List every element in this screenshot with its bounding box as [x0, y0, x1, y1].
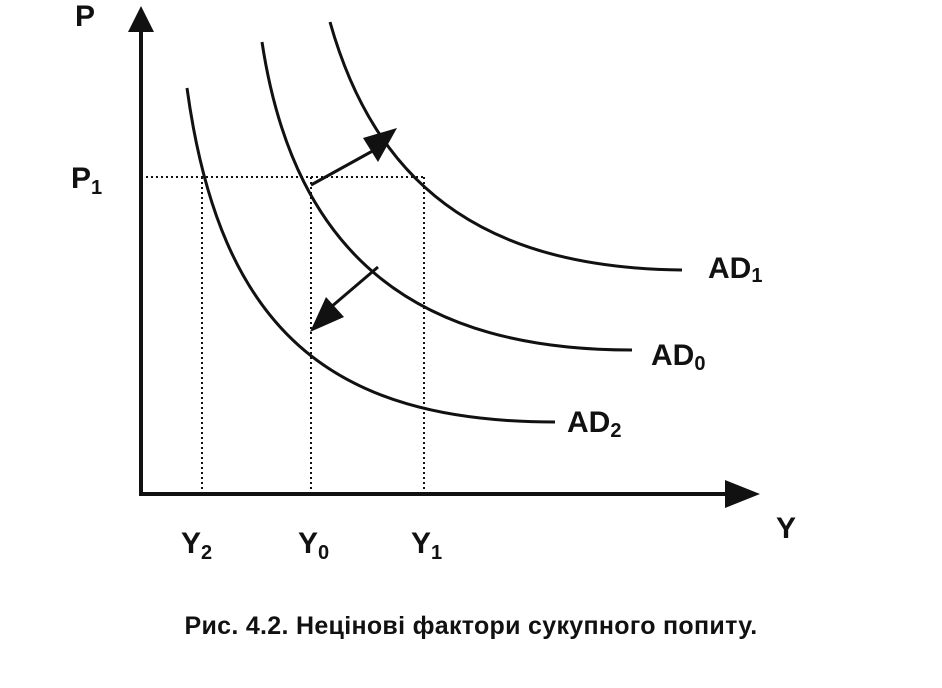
ad1-label: AD1: [708, 252, 762, 287]
y0-label: Y0: [298, 527, 329, 564]
ad2-curve: [185, 87, 556, 424]
y-axis-arrow: [128, 6, 154, 32]
shift-left-arrowhead: [310, 297, 344, 332]
shift-right-arrow-line: [310, 146, 379, 187]
x-axis-arrow: [725, 480, 760, 508]
p1-label: P1: [71, 162, 102, 199]
ad0-label: AD0: [651, 339, 705, 375]
ad0-curve: [260, 41, 633, 352]
y1-label: Y1: [411, 527, 442, 564]
x-axis-label: Y: [776, 512, 796, 545]
y-axis-label: P: [75, 0, 95, 33]
shift-right-arrowhead: [363, 128, 397, 162]
ad1-curve: [328, 21, 683, 272]
ad2-label: AD2: [567, 406, 621, 442]
aggregate-demand-diagram: P Y P1 Y2 Y0 Y1 AD1 AD0 AD2: [71, 0, 796, 564]
y2-label: Y2: [181, 527, 212, 564]
figure-caption: Рис. 4.2. Нецінові фактори сукупного поп…: [184, 612, 758, 640]
